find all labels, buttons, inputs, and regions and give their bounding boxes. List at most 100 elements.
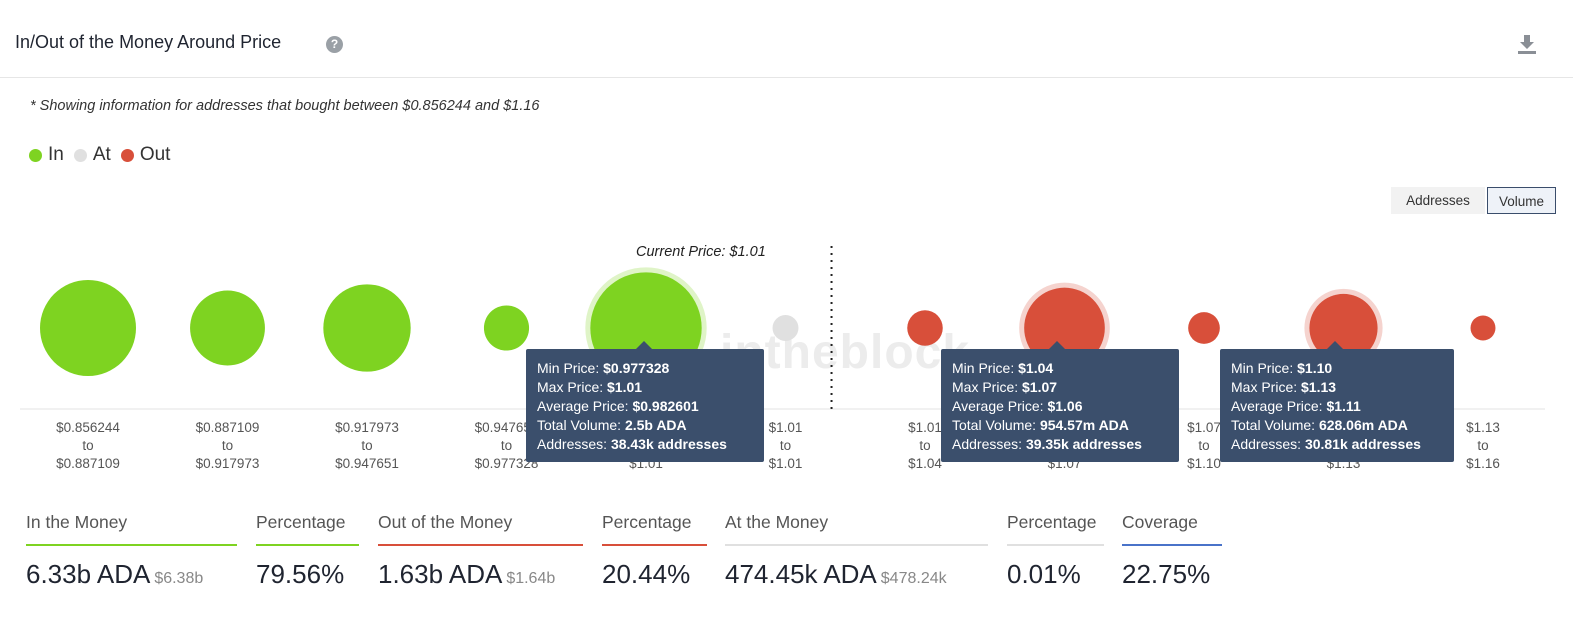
stat-value: 474.45k ADA $478.24k <box>725 559 988 590</box>
stat-usd-value: $478.24k <box>880 570 947 587</box>
tooltip-row: Min Price: $1.04 <box>952 359 1168 378</box>
page-title: In/Out of the Money Around Price <box>15 32 282 52</box>
x-tick-label: $1.07 <box>1187 420 1221 435</box>
stat-out-of-the-money: Out of the Money 1.63b ADA $1.64b <box>378 512 583 590</box>
stat-value-text: 22.75% <box>1122 559 1211 589</box>
x-tick-label: $0.977328 <box>475 456 539 471</box>
tooltip-row: Average Price: $1.06 <box>952 397 1168 416</box>
tooltip-caret <box>636 341 652 349</box>
bubble-in[interactable] <box>483 305 530 351</box>
stat-value-text: 0.01% <box>1007 559 1081 589</box>
stat-value: 1.63b ADA $1.64b <box>378 559 583 590</box>
stat-usd-value: $6.38b <box>154 570 204 587</box>
tooltip-row-value: $1.06 <box>1047 398 1083 414</box>
x-tick-label: $1.01 <box>769 420 803 435</box>
bubble-out[interactable] <box>907 310 943 346</box>
stat-label: In the Money <box>26 512 128 532</box>
tooltip-row: Max Price: $1.07 <box>952 378 1168 397</box>
legend-label-out: Out <box>139 144 171 165</box>
question-circle-icon[interactable]: ? <box>326 36 343 53</box>
stat-value: 6.33b ADA $6.38b <box>26 559 237 590</box>
stat-label: Coverage <box>1122 512 1198 532</box>
x-tick-label: $0.887109 <box>56 456 120 471</box>
tooltip-row-label: Total Volume: <box>1231 417 1319 433</box>
download-icon[interactable] <box>1515 32 1539 56</box>
tooltip-row-value: $0.982601 <box>632 398 699 414</box>
tooltip-row-value: 39.35k addresses <box>1025 436 1142 452</box>
volume-toggle-button[interactable]: Volume <box>1487 187 1556 214</box>
tooltip-caret <box>1327 341 1343 349</box>
bubble-in[interactable] <box>323 284 411 372</box>
x-tick-label: $1.16 <box>1466 456 1500 471</box>
tooltip-bucket-110-113: Min Price: $1.10 Max Price: $1.13 Average … <box>1220 341 1454 462</box>
tooltip-row-value: $1.13 <box>1301 379 1337 395</box>
tooltip-row-label: Max Price: <box>537 379 608 395</box>
legend-item-out[interactable]: Out <box>120 144 171 166</box>
tooltip-row-label: Max Price: <box>952 379 1023 395</box>
x-tick-label: $0.856244 <box>56 420 120 435</box>
tooltip-row-value: 38.43k addresses <box>610 436 727 452</box>
bubble-out[interactable] <box>1188 312 1220 344</box>
tooltip-row-label: Min Price: <box>1231 360 1298 376</box>
x-tick-label: to <box>82 438 93 453</box>
stat-coverage: Coverage 22.75% <box>1122 512 1222 590</box>
tooltip-row-label: Max Price: <box>1231 379 1302 395</box>
tooltip-row-value: $0.977328 <box>603 360 670 376</box>
legend-label-in: In <box>48 144 64 165</box>
tooltip-row: Average Price: $0.982601 <box>537 397 753 416</box>
chart-legend: In At Out <box>29 144 180 166</box>
stat-rule-at-pct <box>1007 544 1104 546</box>
x-tick-label: $0.947651 <box>475 420 539 435</box>
addresses-toggle-button[interactable]: Addresses <box>1391 187 1485 214</box>
stat-value: 79.56% <box>256 559 359 590</box>
x-tick-label: to <box>1477 438 1488 453</box>
stat-rule-coverage <box>1122 544 1222 546</box>
stat-value-text: 1.63b ADA <box>378 559 503 589</box>
bubble-in[interactable] <box>190 290 265 366</box>
bubble-chart: $0.856244 to $0.887109 $0.887109 to $0.917973… <box>20 246 1545 471</box>
tooltip-row-value: 30.81k addresses <box>1304 436 1421 452</box>
stat-rule-at <box>725 544 988 546</box>
tooltip-row: Min Price: $1.10 <box>1231 359 1443 378</box>
range-note: * Showing information for addresses that… <box>30 98 540 114</box>
legend-item-in[interactable]: In <box>29 144 64 166</box>
tooltip-row-label: Addresses: <box>1231 436 1305 452</box>
bubble-out[interactable] <box>1470 315 1496 341</box>
stat-value-text: 6.33b ADA <box>26 559 151 589</box>
bubble-in[interactable] <box>40 280 136 376</box>
bubble-out[interactable] <box>1024 287 1105 369</box>
stat-rule-out <box>378 544 583 546</box>
bubble-at[interactable] <box>772 315 799 341</box>
x-tick-label: to <box>501 438 512 453</box>
stat-value-text: 474.45k ADA <box>725 559 877 589</box>
x-tick-label: $1.01 <box>908 420 942 435</box>
stat-in-the-money: In the Money 6.33b ADA $6.38b <box>26 512 237 590</box>
tooltip-row-label: Min Price: <box>952 360 1019 376</box>
stat-label: At the Money <box>725 512 829 532</box>
tooltip-row-label: Total Volume: <box>537 417 625 433</box>
x-tick-label: $0.887109 <box>196 420 260 435</box>
x-tick-label: $0.947651 <box>335 456 399 471</box>
tooltip-row-value: 2.5b ADA <box>624 417 687 433</box>
tooltip-row-value: 628.06m ADA <box>1318 417 1408 433</box>
stat-value: 22.75% <box>1122 559 1222 590</box>
x-tick-label: $0.917973 <box>196 456 260 471</box>
stat-at-the-money: At the Money 474.45k ADA $478.24k <box>725 512 988 590</box>
tooltip-bucket-0977-101: Min Price: $0.977328 Max Price: $1.01 Aver… <box>526 341 764 462</box>
tooltip-row: Min Price: $0.977328 <box>537 359 753 378</box>
tooltip-bucket-104-107: Min Price: $1.04 Max Price: $1.07 Average … <box>941 341 1179 462</box>
stat-out-percentage: Percentage 20.44% <box>602 512 707 590</box>
stat-value: 20.44% <box>602 559 707 590</box>
stat-value: 0.01% <box>1007 559 1104 590</box>
x-tick-label: to <box>361 438 372 453</box>
legend-item-at[interactable]: At <box>73 144 111 166</box>
tooltip-row-value: $1.04 <box>1018 360 1054 376</box>
card-header: In/Out of the Money Around Price ? <box>0 0 1573 78</box>
tooltip-row-value: 954.57m ADA <box>1039 417 1129 433</box>
x-tick-label: $1.01 <box>769 456 803 471</box>
stat-in-percentage: Percentage 79.56% <box>256 512 359 590</box>
x-tick-label: $1.10 <box>1187 456 1221 471</box>
tooltip-row: Total Volume: 2.5b ADA <box>537 416 753 435</box>
bubble-out[interactable] <box>1309 293 1378 363</box>
x-tick-label: to <box>222 438 233 453</box>
